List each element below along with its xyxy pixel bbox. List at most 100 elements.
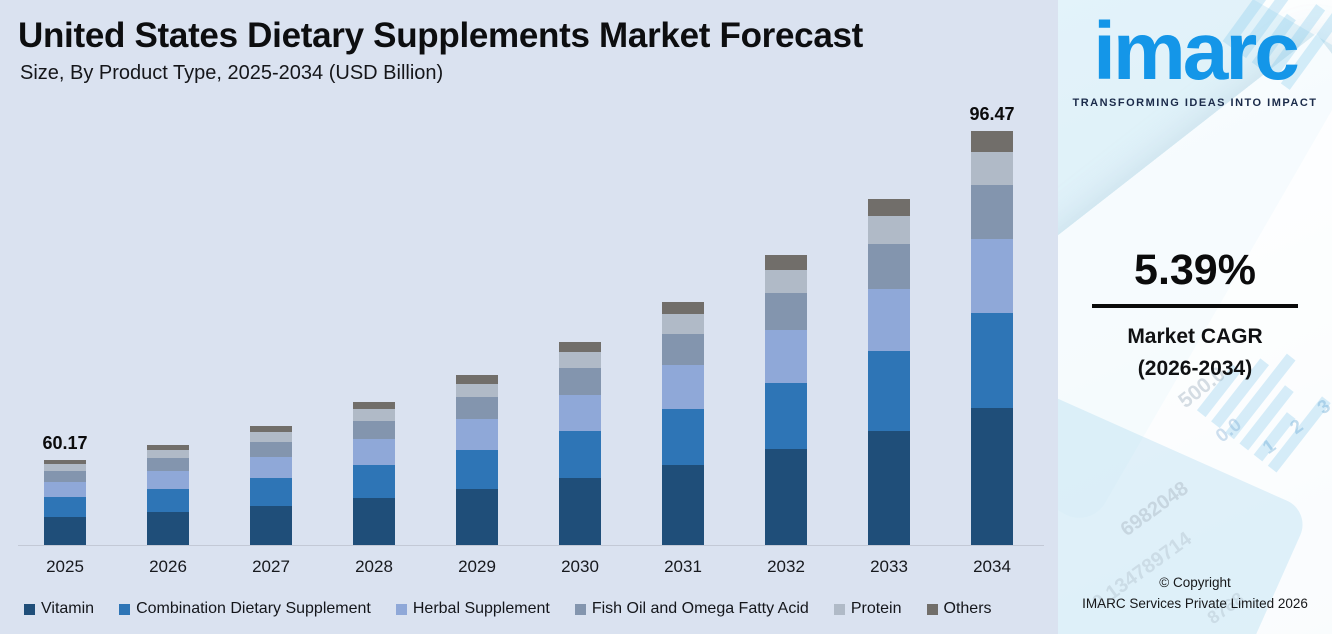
legend-label: Herbal Supplement [412,600,550,617]
legend-swatch-icon [574,603,586,615]
bar-segment-2034 [971,238,1013,314]
bar-segment-2025 [44,482,86,498]
bar-segment-2031 [662,314,704,334]
chart-panel: United States Dietary Supplements Market… [18,16,1044,622]
bar-segment-2026 [147,512,189,545]
legend-swatch-icon [119,603,131,615]
bar-segment-2026 [147,471,189,490]
bar-segment-2026 [147,450,189,459]
bar-segment-2026 [147,489,189,512]
bar-segment-2028 [353,402,395,410]
bar-2034 [971,131,1013,545]
bar-segment-2029 [456,488,498,545]
bar-segment-2025 [44,516,86,545]
bar-segment-2031 [662,365,704,409]
copyright-line2: IMARC Services Private Limited 2026 [1082,596,1308,611]
x-axis-label-2025: 2025 [46,557,84,576]
bar-segment-2031 [662,333,704,366]
bar-segment-2030 [559,352,601,369]
bar-2033 [868,199,910,545]
bar-segment-2027 [250,441,292,457]
bar-segment-2034 [971,131,1013,152]
bar-segment-2034 [971,151,1013,185]
bar-segment-2032 [765,382,807,450]
bar-segment-2029 [456,375,498,384]
bar-segment-2027 [250,478,292,506]
bar-segment-2033 [868,199,910,217]
bar-segment-2030 [559,342,601,353]
cagr-value: 5.39% [1134,246,1256,294]
legend-item: Others [926,600,992,618]
bar-2028 [353,402,395,545]
bar-segment-2030 [559,368,601,395]
legend-item: Vitamin [24,600,94,618]
cagr-divider [1092,304,1298,308]
bar-segment-2025 [44,497,86,517]
bar-segment-2032 [765,449,807,545]
bar-segment-2032 [765,330,807,383]
bar-segment-2026 [147,458,189,472]
bar-segment-2025 [44,464,86,472]
bar-segment-2027 [250,432,292,442]
bar-segment-2032 [765,269,807,293]
bar-segment-2028 [353,497,395,545]
bar-segment-2027 [250,456,292,479]
legend-item: Protein [833,600,902,618]
bar-segment-2033 [868,289,910,352]
legend-item: Combination Dietary Supplement [119,600,371,618]
cagr-label-line2: (2026-2034) [1137,357,1253,380]
chart-subtitle: Size, By Product Type, 2025-2034 (USD Bi… [20,62,444,84]
bar-segment-2029 [456,449,498,489]
legend-item: Herbal Supplement [395,600,550,618]
imarc-logo: imarc TRANSFORMING IDEAS INTO IMPACT [1058,4,1332,109]
bar-segment-2025 [44,460,86,465]
bar-segment-2030 [559,431,601,478]
legend-swatch-icon [395,603,407,615]
x-axis-label-2028: 2028 [355,557,393,576]
x-axis-label-2033: 2033 [870,557,908,576]
bar-segment-2031 [662,408,704,465]
bar-segment-2029 [456,419,498,450]
x-axis-label-2031: 2031 [664,557,702,576]
cagr-label-line1: Market CAGR [1127,325,1263,348]
imarc-logo-text: imarc [1093,6,1300,97]
bar-segment-2028 [353,409,395,421]
bar-segment-2029 [456,383,498,398]
bar-segment-2034 [971,408,1013,545]
bar-segment-2030 [559,394,601,432]
bar-segment-2031 [662,464,704,545]
bar-segment-2032 [765,255,807,270]
imarc-tagline: TRANSFORMING IDEAS INTO IMPACT [1072,97,1318,109]
bar-segment-2026 [147,445,189,451]
chart-legend: Vitamin Combination Dietary Supplement Her… [24,596,992,622]
chart-title: United States Dietary Supplements Market… [18,16,864,55]
bar-segment-2027 [250,426,292,432]
legend-item: Fish Oil and Omega Fatty Acid [574,600,809,618]
bar-segment-2028 [353,464,395,498]
bar-segment-2034 [971,184,1013,239]
x-axis-label-2030: 2030 [561,557,599,576]
copyright-line1: © Copyright [1159,575,1231,590]
plot-area: 2025 60.17 2026 2027 2028 2029 2030 2031 2032 203… [18,104,1044,576]
bar-2027 [250,426,292,545]
bar-segment-2028 [353,420,395,440]
bar-segment-2033 [868,351,910,431]
legend-swatch-icon [24,603,35,615]
x-axis-label-2032: 2032 [767,557,805,576]
bar-segment-2028 [353,439,395,465]
legend-swatch-icon [926,603,938,615]
watermark-text: 0.0 [1212,414,1246,448]
bar-segment-2030 [559,478,601,545]
legend-label: Protein [850,600,902,617]
cagr-block: 5.39% Market CAGR (2026-2034) [1058,246,1332,385]
bar-segment-2034 [971,313,1013,409]
x-axis-label-2026: 2026 [149,557,187,576]
bar-2026 [147,445,189,545]
bar-segment-2032 [765,292,807,331]
bar-value-label-2025: 60.17 [42,433,88,453]
bar-segment-2031 [662,302,704,315]
bar-segment-2033 [868,244,910,289]
bar-2025 [44,460,86,545]
